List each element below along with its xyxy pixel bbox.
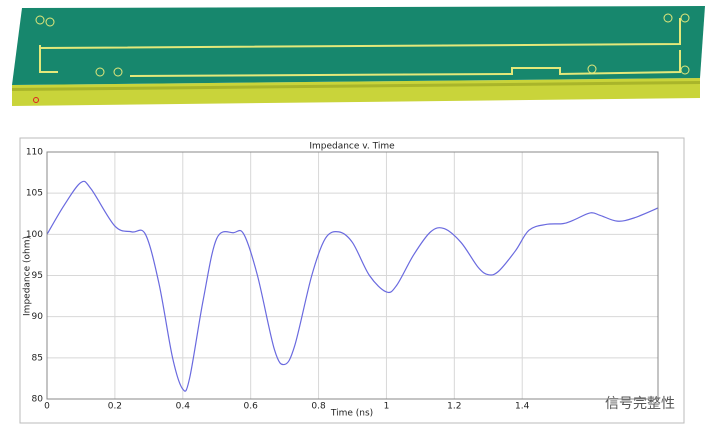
x-tick-label: 0	[44, 402, 50, 412]
y-tick-label: 95	[32, 271, 43, 281]
y-tick-label: 90	[32, 312, 44, 322]
impedance-line	[46, 180, 659, 392]
x-tick-label: 1	[384, 402, 390, 412]
x-tick-label: 1.4	[515, 402, 530, 412]
y-axis-label: Impedance (ohm)	[23, 236, 33, 316]
x-axis-label: Time (ns)	[330, 409, 373, 419]
x-tick-label: 0.4	[176, 402, 191, 412]
x-tick-label: 0.2	[108, 402, 122, 412]
pcb-render	[12, 6, 705, 106]
watermark: 信号完整性	[605, 396, 675, 412]
y-tick-label: 110	[26, 148, 43, 158]
y-tick-label: 105	[26, 189, 43, 199]
x-tick-label: 1.2	[447, 402, 461, 412]
y-tick-label: 80	[32, 395, 44, 405]
y-tick-label: 85	[32, 353, 43, 363]
y-tick-label: 100	[26, 230, 43, 240]
plot-frame	[46, 151, 659, 400]
x-tick-label: 0.6	[244, 402, 259, 412]
chart-title: Impedance v. Time	[309, 142, 395, 152]
x-tick-label: 0.8	[311, 402, 326, 412]
chart-panel	[19, 137, 685, 424]
